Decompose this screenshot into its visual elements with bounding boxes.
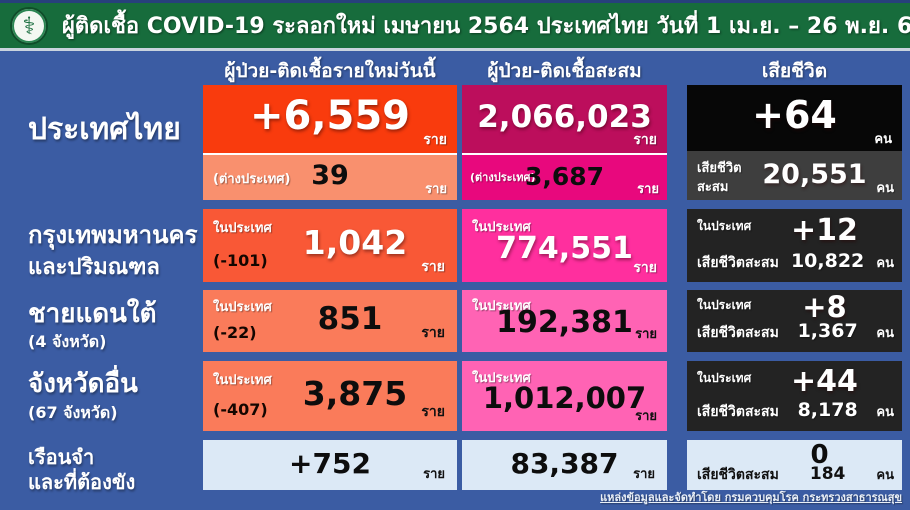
unit-cases: ราย xyxy=(633,467,655,482)
other-cum-value: 1,012,007 xyxy=(482,381,647,415)
cumulative-deaths-label-line2: สะสม xyxy=(697,180,729,195)
unit-people: คน xyxy=(876,468,894,483)
domestic-label: ในประเทศ xyxy=(697,298,752,312)
south-deaths-new-value: +8 xyxy=(802,290,847,324)
unit-people: คน xyxy=(876,326,894,341)
thailand-deaths-cum-value: 20,551 xyxy=(762,159,867,190)
south-cum-value: 192,381 xyxy=(496,305,633,340)
unit-cases: ราย xyxy=(633,132,657,148)
unit-cases: ราย xyxy=(421,259,445,275)
other-deaths-new-value: +44 xyxy=(791,364,858,399)
unit-people: คน xyxy=(876,405,894,420)
domestic-label: ในประเทศ xyxy=(472,371,531,386)
bangkok-cumulative-card: ในประเทศ 774,551 ราย xyxy=(462,209,667,282)
other-new-delta: (-407) xyxy=(213,400,268,419)
thailand-cum-foreign-value: 3,687 xyxy=(524,162,605,191)
divider xyxy=(203,153,457,155)
unit-cases: ราย xyxy=(633,260,657,276)
bangkok-cum-value: 774,551 xyxy=(496,231,633,266)
foreign-label: (ต่างประเทศ) xyxy=(470,171,536,184)
foreign-label: (ต่างประเทศ) xyxy=(213,172,291,187)
unit-people: คน xyxy=(876,256,894,271)
other-new-value: 3,875 xyxy=(302,374,408,413)
cumulative-deaths-label: เสียชีวิตสะสม xyxy=(697,325,779,341)
prison-cum-value: 83,387 xyxy=(510,447,619,480)
domestic-label: ในประเทศ xyxy=(697,371,752,385)
unit-cases: ราย xyxy=(635,409,657,424)
domestic-label: ในประเทศ xyxy=(697,219,752,233)
south-deaths-cum-value: 1,367 xyxy=(797,320,858,342)
south-deaths-cum-row: เสียชีวิตสะสม 1,367 คน xyxy=(697,320,894,344)
cumulative-deaths-label: เสียชีวิตสะสม xyxy=(697,467,779,483)
south-new-value: 851 xyxy=(317,301,383,337)
bangkok-deaths-new-value: +12 xyxy=(791,213,858,248)
row-label-bangkok-line2: และปริมณฑล xyxy=(28,255,160,280)
thailand-new-foreign-value: 39 xyxy=(311,160,349,191)
unit-cases: ราย xyxy=(635,327,657,342)
other-cumulative-card: ในประเทศ 1,012,007 ราย xyxy=(462,361,667,431)
prison-deaths-cum-row: เสียชีวิตสะสม 184 คน xyxy=(697,464,894,486)
prison-new-cases-card: +752 ราย xyxy=(203,440,457,490)
unit-cases: ราย xyxy=(423,467,445,482)
divider xyxy=(462,153,667,155)
prison-deaths-cum-value: 184 xyxy=(809,464,846,484)
domestic-label: ในประเทศ xyxy=(213,300,272,315)
bangkok-deaths-cum-row: เสียชีวิตสะสม 10,822 คน xyxy=(697,250,894,274)
bangkok-deaths-card: ในประเทศ +12 เสียชีวิตสะสม 10,822 คน xyxy=(687,209,902,282)
cumulative-deaths-label: เสียชีวิตสะสม xyxy=(697,404,779,420)
row-label-thailand: ประเทศไทย xyxy=(28,112,181,147)
south-new-delta: (-22) xyxy=(213,323,257,342)
unit-cases: ราย xyxy=(637,182,659,197)
thailand-cum-total-value: 2,066,023 xyxy=(477,99,652,135)
domestic-label: ในประเทศ xyxy=(472,220,531,235)
other-deaths-cum-row: เสียชีวิตสะสม 8,178 คน xyxy=(697,399,894,423)
thailand-new-cases-card: +6,559 ราย (ต่างประเทศ) 39 ราย xyxy=(203,85,457,200)
prison-deaths-card: 0 เสียชีวิตสะสม 184 คน xyxy=(687,440,902,490)
domestic-label: ในประเทศ xyxy=(213,373,272,388)
domestic-label: ในประเทศ xyxy=(472,299,531,314)
row-label-bangkok-line1: กรุงเทพมหานคร xyxy=(28,221,198,249)
row-sublabel-south: (4 จังหวัด) xyxy=(28,332,107,351)
other-deaths-cum-value: 8,178 xyxy=(797,399,858,421)
cumulative-deaths-label: เสียชีวิตสะสม xyxy=(697,255,779,271)
thailand-new-total-value: +6,559 xyxy=(249,93,411,139)
unit-cases: ราย xyxy=(425,182,447,197)
prison-cumulative-card: 83,387 ราย xyxy=(462,440,667,490)
source-credit: แหล่งข้อมูลและจัดทำโดย กรมควบคุมโรค กระท… xyxy=(600,491,902,504)
south-cumulative-card: ในประเทศ 192,381 ราย xyxy=(462,290,667,352)
bangkok-deaths-cum-value: 10,822 xyxy=(790,250,865,272)
unit-people: คน xyxy=(874,132,892,147)
row-label-other: จังหวัดอื่น xyxy=(28,369,138,399)
row-sublabel-other: (67 จังหวัด) xyxy=(28,403,118,422)
thailand-cumulative-card: 2,066,023 ราย (ต่างประเทศ) 3,687 ราย xyxy=(462,85,667,200)
unit-people: คน xyxy=(876,181,894,196)
page-title: ผู้ติดเชื้อ COVID-19 ระลอกใหม่ เมษายน 25… xyxy=(62,14,910,39)
south-deaths-card: ในประเทศ +8 เสียชีวิตสะสม 1,367 คน xyxy=(687,290,902,352)
row-label-prison-line2: และที่ต้องขัง xyxy=(28,470,136,494)
header-bar: ⚕ ผู้ติดเชื้อ COVID-19 ระลอกใหม่ เมษายน … xyxy=(0,3,910,51)
column-header-cumulative: ผู้ป่วย-ติดเชื้อสะสม xyxy=(487,60,642,82)
prison-deaths-new-value: 0 xyxy=(810,440,829,470)
bangkok-new-value: 1,042 xyxy=(302,223,408,262)
unit-cases: ราย xyxy=(421,325,445,341)
cumulative-deaths-label-line1: เสียชีวิต xyxy=(697,161,742,176)
unit-cases: ราย xyxy=(421,404,445,420)
column-header-deaths: เสียชีวิต xyxy=(761,60,828,82)
other-deaths-card: ในประเทศ +44 เสียชีวิตสะสม 8,178 คน xyxy=(687,361,902,431)
thailand-deaths-card: +64 คน เสียชีวิต สะสม 20,551 คน xyxy=(687,85,902,200)
bangkok-new-delta: (-101) xyxy=(213,251,268,270)
bangkok-new-cases-card: ในประเทศ (-101) 1,042 ราย xyxy=(203,209,457,282)
prison-new-value: +752 xyxy=(289,447,371,480)
column-header-new-today: ผู้ป่วย-ติดเชื้อรายใหม่วันนี้ xyxy=(224,60,436,82)
unit-cases: ราย xyxy=(423,132,447,148)
moph-logo-icon: ⚕ xyxy=(10,6,48,45)
domestic-label: ในประเทศ xyxy=(213,221,272,236)
caduceus-icon: ⚕ xyxy=(22,11,36,40)
row-label-prison-line1: เรือนจำ xyxy=(28,445,95,469)
row-label-south: ชายแดนใต้ xyxy=(28,299,157,329)
thailand-deaths-new-value: +64 xyxy=(752,93,837,137)
south-new-cases-card: ในประเทศ (-22) 851 ราย xyxy=(203,290,457,352)
other-new-cases-card: ในประเทศ (-407) 3,875 ราย xyxy=(203,361,457,431)
